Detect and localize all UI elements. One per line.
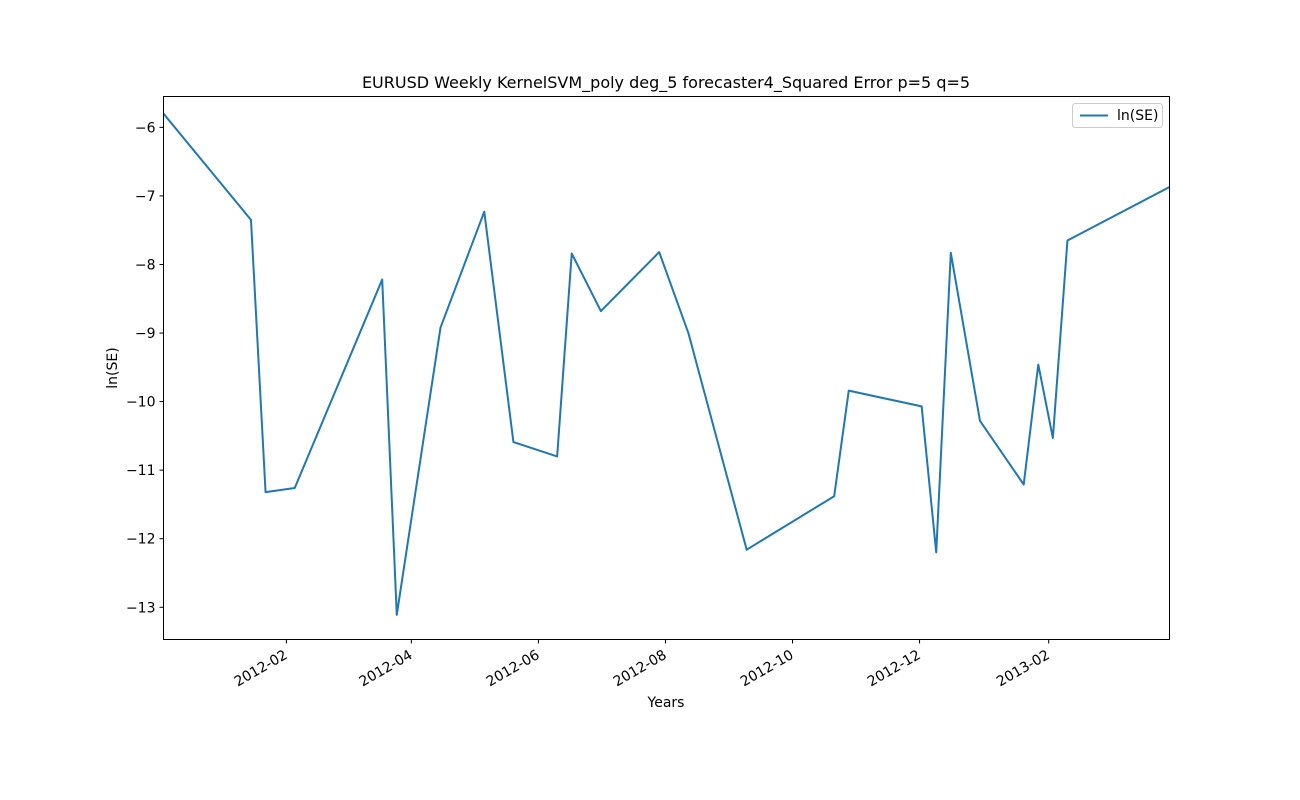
y-tick-label: −8 xyxy=(135,257,156,273)
plot-frame xyxy=(163,96,1170,640)
y-tick-label: −10 xyxy=(126,395,156,411)
y-tick-label: −11 xyxy=(126,463,156,479)
y-tick-label: −9 xyxy=(135,326,156,342)
legend: ln(SE) xyxy=(1072,103,1163,128)
y-tick-label: −12 xyxy=(126,532,156,548)
legend-box xyxy=(1072,103,1163,128)
series-line-0 xyxy=(163,113,1170,616)
y-tick-label: −6 xyxy=(135,120,156,136)
x-axis-label: Years xyxy=(647,695,685,711)
series-layer xyxy=(163,113,1170,616)
y-axis-label: ln(SE) xyxy=(105,347,121,388)
chart-title: EURUSD Weekly KernelSVM_poly deg_5 forec… xyxy=(362,73,970,93)
y-tick-label: −13 xyxy=(126,600,156,616)
legend-label: ln(SE) xyxy=(1117,108,1158,124)
y-tick-label: −7 xyxy=(135,189,156,205)
y-axis: −13 −12 −11 −10 −9 −8 −7 −6 xyxy=(126,120,164,616)
